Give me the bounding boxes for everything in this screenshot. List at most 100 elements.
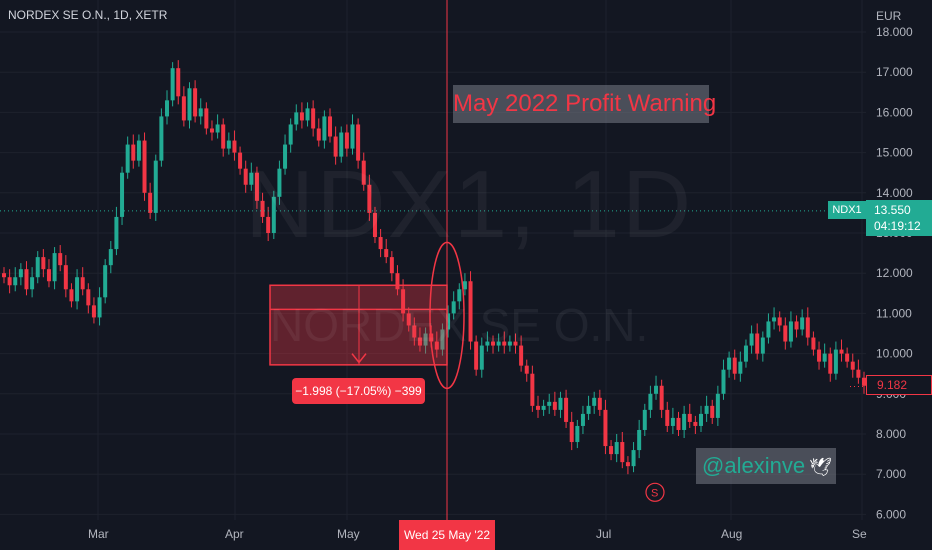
candle	[805, 307, 810, 346]
candle-body	[788, 321, 793, 342]
candle-body	[609, 446, 614, 455]
candle	[547, 393, 552, 414]
time-tick-label: Mar	[88, 527, 109, 541]
candle	[496, 333, 501, 352]
candle-body	[704, 405, 709, 414]
candle-body	[243, 168, 248, 185]
candle-body	[738, 361, 743, 374]
candle-body	[384, 249, 389, 258]
price-tick-label: 14.000	[876, 186, 913, 200]
candle-body	[547, 401, 552, 406]
candle-body	[535, 405, 540, 410]
event-marker-label: S	[651, 487, 658, 499]
candle-body	[682, 413, 687, 430]
candle-body	[181, 96, 186, 121]
candle-body	[266, 216, 271, 233]
candle	[631, 442, 636, 473]
current-price: 13.550	[874, 203, 911, 217]
price-range-measure-label: −1.998 (−17.05%) −399	[292, 378, 425, 404]
candle	[24, 261, 29, 296]
currency-label: EUR	[876, 9, 902, 23]
candle-body	[727, 357, 732, 370]
candle-body	[198, 108, 203, 117]
candle	[221, 118, 226, 157]
candle	[822, 343, 827, 368]
last-price-tag: 9.182	[866, 375, 932, 395]
candle-body	[412, 325, 417, 338]
candle-body	[344, 132, 349, 149]
candle	[159, 108, 164, 167]
candle-body	[226, 140, 231, 149]
candle-body	[552, 401, 557, 410]
author-handle-note[interactable]: @alexinve 🕊	[696, 448, 836, 484]
candle-body	[114, 216, 119, 250]
candle	[58, 245, 63, 272]
candle	[446, 305, 451, 338]
candle-body	[339, 132, 344, 157]
candle	[541, 399, 546, 416]
time-tick-label: Aug	[721, 527, 742, 541]
candle-body	[153, 160, 158, 213]
candle	[659, 379, 664, 418]
candle-body	[564, 397, 569, 422]
candle-body	[502, 341, 507, 346]
candle	[13, 267, 18, 292]
candle	[637, 419, 642, 459]
candle-body	[125, 144, 130, 173]
candle	[80, 267, 85, 296]
candle-body	[698, 413, 703, 426]
candle	[614, 434, 619, 463]
candle-body	[833, 349, 838, 374]
profit-warning-note[interactable]: May 2022 Profit Warning	[453, 85, 716, 123]
candle	[266, 206, 271, 242]
candle	[395, 265, 400, 296]
candle-body	[52, 253, 57, 282]
candle-body	[839, 349, 844, 354]
symbol-header[interactable]: NORDEX SE O.N., 1D, XETR	[8, 8, 168, 22]
candle	[356, 118, 361, 169]
candle	[18, 263, 23, 286]
name-watermark: NORDEX SE O.N.	[270, 299, 649, 351]
candle-body	[862, 377, 866, 386]
candle-body	[75, 277, 80, 302]
candle-body	[446, 313, 451, 330]
candle-body	[783, 325, 788, 342]
candle-body	[732, 357, 737, 374]
candle-body	[395, 273, 400, 290]
candle	[125, 136, 130, 179]
candle-body	[367, 184, 372, 213]
candle	[564, 389, 569, 428]
price-tick-label: 17.000	[876, 65, 913, 79]
candle	[372, 206, 377, 244]
candle	[243, 160, 248, 193]
candle	[91, 297, 96, 324]
candle	[209, 120, 214, 141]
candle	[238, 146, 243, 175]
candle-body	[215, 124, 220, 133]
candle	[181, 86, 186, 127]
candle	[389, 251, 394, 282]
candle	[727, 351, 732, 378]
candle-body	[294, 112, 299, 125]
candle-body	[743, 345, 748, 362]
candle	[817, 341, 822, 370]
candle	[507, 335, 512, 352]
candle-body	[822, 353, 827, 362]
candle	[350, 114, 355, 155]
candle	[535, 395, 540, 418]
candle-body	[800, 317, 805, 330]
candle-body	[277, 168, 282, 197]
candle	[120, 166, 125, 225]
candle	[440, 323, 445, 356]
candle	[845, 347, 850, 368]
candle-body	[7, 277, 12, 286]
candle-body	[378, 237, 383, 250]
candle	[794, 315, 799, 338]
candle-body	[457, 289, 462, 302]
candle	[193, 80, 198, 123]
candle	[260, 192, 265, 223]
candle	[2, 267, 6, 284]
candle	[305, 102, 310, 127]
candle-body	[850, 361, 855, 370]
